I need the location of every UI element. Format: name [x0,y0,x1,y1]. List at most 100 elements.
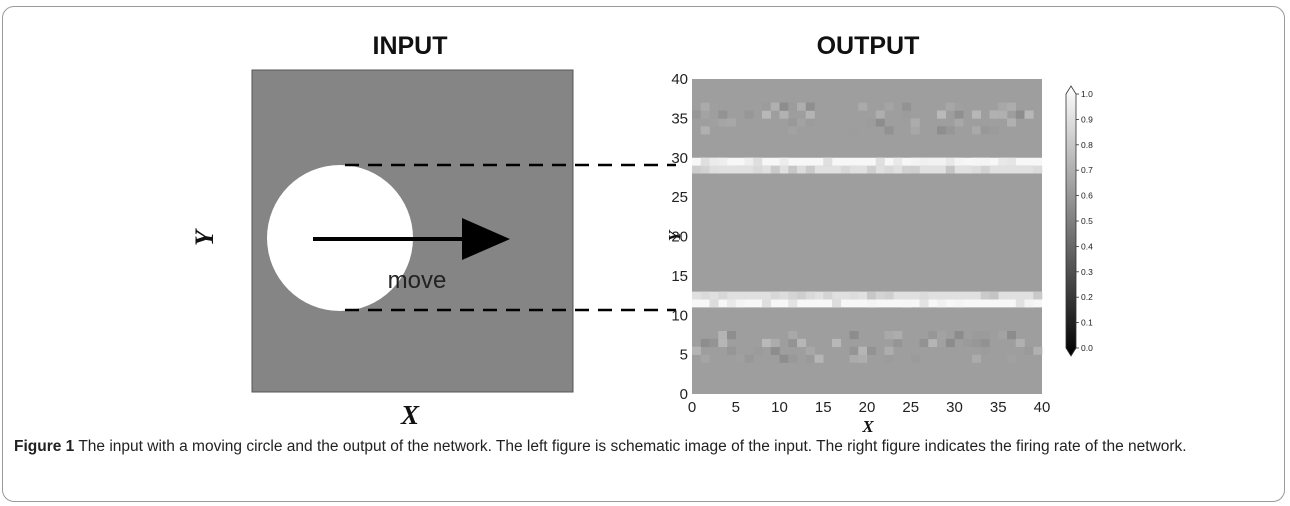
heatmap-band-cell [1033,165,1043,174]
y-tick-label: 15 [671,268,688,285]
heatmap-band-cell [1033,291,1043,300]
heatmap-band-cell [700,291,710,300]
heatmap-noise-cell [902,102,912,111]
heatmap-noise-cell [744,354,754,363]
heatmap-band-cell [980,291,990,300]
heatmap-band-cell [805,165,815,174]
heatmap-noise-cell [779,354,789,363]
heatmap-noise-cell [937,110,947,119]
heatmap-band-cell [937,157,947,166]
heatmap-band-cell [884,291,894,300]
x-tick-label: 10 [771,399,788,416]
heatmap-noise-cell [849,331,859,340]
heatmap-noise-cell [762,110,772,119]
heatmap-noise-cell [954,102,964,111]
heatmap-noise-cell [788,354,798,363]
heatmap-noise-cell [884,346,894,355]
heatmap-noise-cell [937,126,947,135]
heatmap-noise-cell [919,338,929,348]
colorbar-tick-label: 0.0 [1081,343,1093,353]
heatmap-noise-cell [954,331,964,340]
heatmap-noise-cell [972,126,982,135]
colorbar-tick-label: 0.5 [1081,216,1093,226]
heatmap-band-cell [910,157,920,166]
heatmap-noise-cell [797,102,807,111]
y-tick-label: 20 [671,229,688,246]
heatmap-noise-cell [797,126,807,135]
heatmap-band-cell [902,165,912,174]
heatmap-noise-cell [910,126,920,135]
heatmap-noise-cell [770,338,780,348]
heatmap-noise-cell [788,338,798,348]
heatmap-noise-cell [954,110,964,119]
figure-frame [2,6,1285,502]
heatmap-noise-cell [884,102,894,111]
heatmap-noise-cell [989,118,999,127]
heatmap-noise-cell [718,338,728,348]
heatmap-band-cell [972,157,982,166]
heatmap-band-cell [954,157,964,166]
heatmap-noise-cell [709,118,719,127]
heatmap-band-cell [840,165,850,174]
heatmap-noise-cell [937,331,947,340]
heatmap-band-cell [709,299,719,308]
heatmap-noise-cell [875,118,885,127]
y-tick-label: 40 [671,71,688,88]
heatmap-band-cell [770,291,780,300]
heatmap-noise-cell [753,346,763,355]
heatmap-noise-cell [700,126,710,135]
heatmap-noise-cell [972,331,982,340]
heatmap-noise-cell [700,338,710,348]
heatmap-noise-cell [875,331,885,340]
heatmap-noise-cell [692,110,702,119]
move-arrow-head [462,218,510,260]
heatmap-noise-cell [980,126,990,135]
heatmap-noise-cell [727,331,737,340]
y-tick-label: 0 [680,386,688,403]
heatmap-band-cell [832,299,842,308]
heatmap-noise-cell [937,338,947,348]
heatmap-noise-cell [1007,118,1017,127]
heatmap-noise-cell [1007,338,1017,348]
heatmap-noise-cell [954,118,964,127]
heatmap-noise-cell [858,110,868,119]
heatmap-noise-cell [989,110,999,119]
heatmap-noise-cell [902,110,912,119]
heatmap-band-cell [867,291,877,300]
heatmap-noise-cell [788,102,798,111]
heatmap-noise-cell [735,354,745,363]
heatmap-noise-cell [797,118,807,127]
heatmap-noise-cell [928,338,938,348]
heatmap-noise-cell [1015,110,1025,119]
heatmap-band-cell [849,291,859,300]
heatmap-band-cell [770,165,780,174]
heatmap-noise-cell [832,338,842,348]
heatmap-noise-cell [718,118,728,127]
heatmap-band-cell [692,165,702,174]
heatmap-noise-cell [709,338,719,348]
heatmap-noise-cell [692,346,702,355]
x-tick-label: 40 [1034,399,1051,416]
colorbar-tick-label: 0.2 [1081,292,1093,302]
heatmap-noise-cell [700,354,710,363]
heatmap-noise-cell [753,331,763,340]
heatmap-noise-cell [875,338,885,348]
x-tick-label: 35 [990,399,1007,416]
heatmap-band-cell [884,165,894,174]
heatmap-band-cell [945,165,955,174]
heatmap-noise-cell [700,110,710,119]
heatmap-noise-cell [972,354,982,363]
heatmap-noise-cell [945,102,955,111]
heatmap-noise-cell [884,126,894,135]
heatmap-noise-cell [805,118,815,127]
heatmap-band-cell [902,299,912,308]
heatmap-noise-cell [788,118,798,127]
heatmap-band-cell [910,165,920,174]
y-tick-label: 5 [680,347,688,364]
output-y-label: Y [665,229,684,241]
heatmap-noise-cell [1024,110,1034,119]
heatmap-band-cell [797,291,807,300]
heatmap-noise-cell [744,110,754,119]
move-label: move [388,267,447,294]
colorbar-tick-label: 0.7 [1081,165,1093,175]
